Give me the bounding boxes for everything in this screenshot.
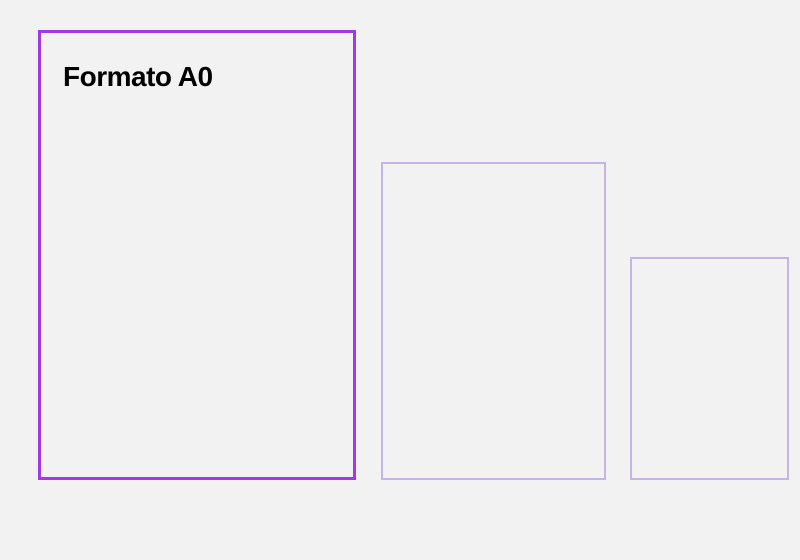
- paper-label-a0: Formato A0: [63, 61, 213, 93]
- paper-size-diagram: Formato A0: [0, 0, 800, 560]
- paper-box-a0: Formato A0: [38, 30, 356, 480]
- paper-box-a2: [630, 257, 789, 480]
- paper-box-a1: [381, 162, 606, 480]
